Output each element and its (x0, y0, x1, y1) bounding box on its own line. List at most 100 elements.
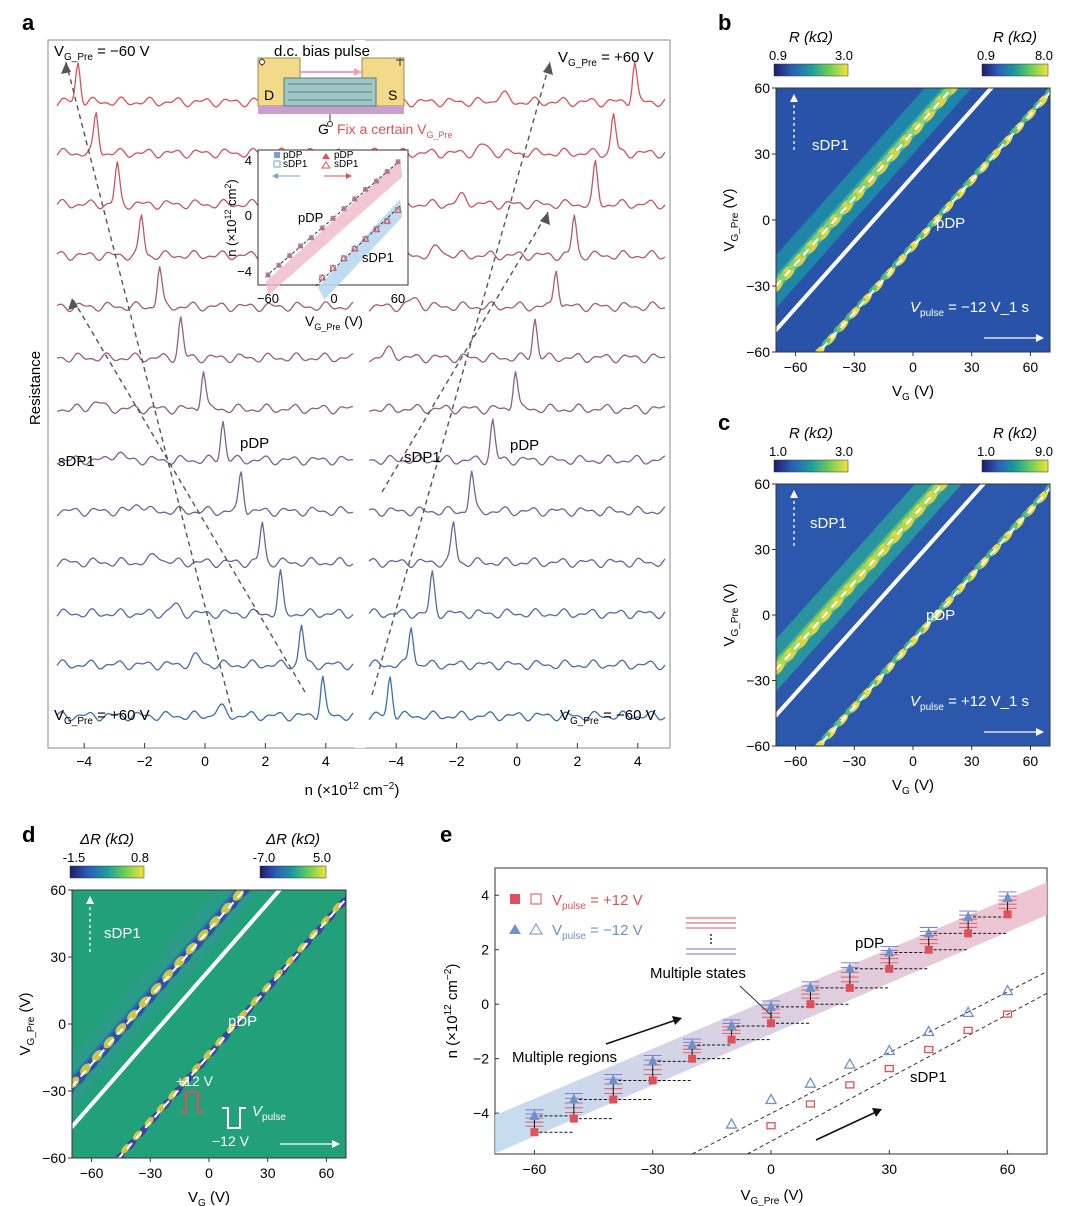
sdp1-blob-b (127, 1009, 138, 1022)
pdp-blob-b (332, 902, 342, 913)
pulse-sub: pulse (920, 702, 944, 713)
divider-line (776, 484, 987, 719)
point-sdp1-minus (922, 1025, 935, 1037)
pdp-blob-b (1044, 88, 1050, 97)
colorbar-1-title: R (kΩ) (789, 425, 833, 442)
label-right-top: VG_Pre = +60 V (558, 49, 654, 69)
pdp-blob-b (985, 548, 995, 559)
xtick-label: 60 (1000, 1161, 1016, 1177)
panel-label-d: d (22, 822, 35, 847)
sdp1-blob-b (919, 496, 931, 509)
arrowhead (332, 1140, 340, 1148)
point-pdp-minus (844, 962, 855, 973)
inset-ticks: −60 0 60 4 0 −4 (237, 153, 405, 306)
sdp1-blob-b (80, 1063, 92, 1076)
panel-e-legend: Vpulse = +12 V Vpulse = −12 V (509, 892, 643, 942)
pdp-fit-line (117, 897, 346, 1158)
sdp1-blob-b (801, 627, 813, 640)
xtick-label: −2 (137, 753, 153, 769)
sdp1-blob-b (150, 982, 162, 995)
pdp-blob-b (856, 298, 866, 309)
ylabel-unit: (V) (17, 992, 34, 1016)
panel-a: −4 −4 −2 −2 0 0 2 2 4 4 VG_Pre = −60 V VG_Pre = +… (27, 39, 671, 799)
trace-right (368, 418, 666, 466)
panel-e: −60 −30 0 30 60 4 2 0 −2 −4 Vpulse = +12 V Vpulse… (443, 867, 1048, 1206)
ylabel-sub: G_Pre (26, 1016, 37, 1045)
pdp-blob-b (903, 245, 913, 256)
point-pdp-red (395, 158, 401, 164)
arrowhead (872, 1108, 882, 1117)
sdp1-blob-b (209, 915, 221, 928)
legend-filled-triangle (509, 924, 521, 934)
panel-b: R (kΩ) R (kΩ)0.9 3.0 0.9 8.0−60 −30 0 30 6060300… (721, 29, 1053, 403)
pulse-label: Vpulse = −12 V_1 s (910, 299, 1029, 319)
guide-arrow-right-2 (381, 211, 549, 493)
callout-line (739, 985, 773, 1017)
xlabel-main: V (892, 777, 902, 794)
point-sdp1-plus (1002, 1010, 1013, 1018)
panel-d: ΔR (kΩ) ΔR (kΩ) -1.5 0.8 -7.0 5.0 −60 −30 0 30 60 6… (17, 831, 347, 1206)
pdp-blob-b (950, 192, 960, 203)
lattice-grid (288, 83, 372, 101)
point-pdp-red (384, 168, 391, 174)
xtick-label: −30 (641, 1161, 665, 1177)
pdp-blob-b (1032, 100, 1042, 111)
colorbar-2-title: R (kΩ) (993, 29, 1037, 46)
point-pdp-plus (806, 1000, 815, 1009)
sdp1-fit-line (72, 890, 246, 1089)
ylabel-sub: G_Pre (730, 607, 741, 636)
point-pdp-minus (568, 1093, 579, 1104)
pdp-blob-b (938, 600, 948, 611)
point-pdp-minus (687, 1039, 698, 1050)
xtick-label: 0 (513, 753, 521, 769)
point-pdp-red (330, 215, 336, 221)
legend-text: pDP (334, 150, 354, 161)
trace-left (56, 421, 354, 466)
sdp1-blob-b (197, 929, 209, 942)
inset-xtick: −60 (257, 291, 279, 306)
trace-left (56, 521, 354, 569)
sdp1-blob-b (917, 113, 929, 126)
sdp1-fit-line (776, 484, 944, 672)
pdp-blob-b (1032, 496, 1042, 507)
inset-label-pdp: pDP (298, 210, 323, 225)
xtick-label: −60 (784, 753, 808, 769)
point-pdp-plus (727, 1035, 736, 1044)
arrowhead (1036, 334, 1044, 342)
ytick-label: 30 (754, 146, 770, 162)
heatmap-area (72, 890, 346, 1158)
point-sdp1-red (394, 206, 402, 213)
sdp1-fit-minus (691, 971, 1047, 1154)
sdp1-blob-b (789, 640, 801, 653)
trace-right (368, 113, 666, 159)
point-pdp-plus (569, 1114, 578, 1123)
ytick-label: 60 (50, 882, 66, 898)
sdp1-blob-b (138, 996, 150, 1009)
colorbar-2-min: 0.9 (977, 48, 995, 63)
xlabel: VG (V) (892, 777, 934, 797)
pdp-blob-b (844, 311, 854, 322)
xtick-label: 0 (201, 753, 209, 769)
xlabel-unit: (V) (910, 383, 934, 400)
xtick-label: −60 (523, 1161, 547, 1177)
panel-a-xlabel: n (×1012 cm−2) (305, 781, 400, 799)
e-label-pdp: pDP (855, 935, 884, 952)
heatmap-area (776, 88, 1050, 352)
legend-open-triangle (529, 923, 543, 935)
point-pdp-red (351, 196, 358, 202)
sdp1-band (776, 88, 972, 308)
sdp1-blob-b (776, 271, 788, 284)
point-pdp-minus (726, 1019, 737, 1030)
sdp1-blob-b (823, 219, 835, 231)
xtick-label: 2 (262, 753, 270, 769)
label-sdp1: sDP1 (104, 925, 141, 942)
pulse-val: = −12 V_1 s (944, 299, 1029, 316)
pdp-blob-b (985, 153, 995, 163)
sdp1-blob-b (872, 548, 884, 561)
point-pdp-plus (609, 1095, 618, 1104)
colorbar-2-max: 5.0 (313, 850, 331, 865)
colorbar-1-title: R (kΩ) (789, 29, 833, 46)
pdp-blob-b (962, 179, 972, 190)
sdp1-blob-b (858, 179, 870, 192)
panel-a-arrowheads (61, 62, 553, 310)
